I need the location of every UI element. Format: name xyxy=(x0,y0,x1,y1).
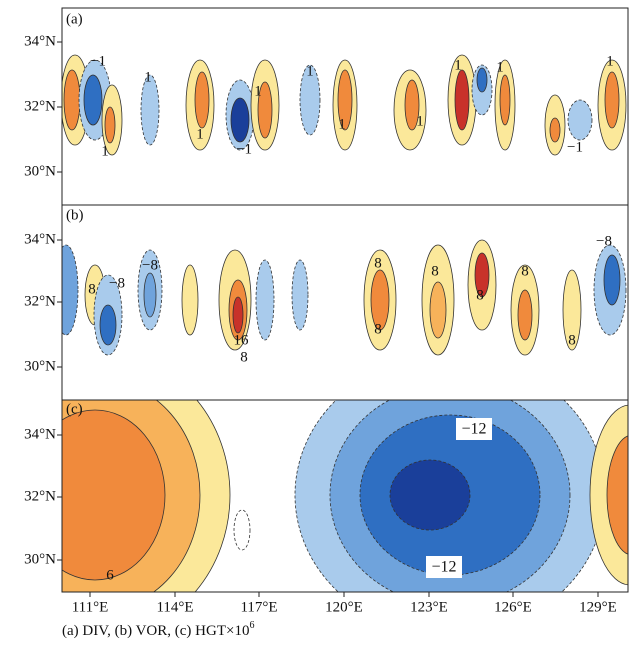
contour-label: −1 xyxy=(567,139,583,155)
contour-label: 8 xyxy=(431,263,439,279)
y-tick-label: 32°N xyxy=(24,98,56,114)
panel-label: (a) xyxy=(66,11,83,27)
contour-label: 1 xyxy=(416,113,424,129)
contour-label: 1 xyxy=(306,63,314,79)
panel-a-field xyxy=(61,8,628,205)
caption-superscript: 6 xyxy=(249,620,254,631)
contour-label: −12 xyxy=(461,421,486,438)
contour-label: 8 xyxy=(88,281,96,297)
contour-label: 8 xyxy=(476,287,484,303)
contour-label: 1 xyxy=(144,69,152,85)
caption-text: (a) DIV, (b) VOR, (c) HGT×10 xyxy=(62,623,249,639)
contour-label: 1 xyxy=(606,53,614,69)
panel-label: (b) xyxy=(66,207,84,223)
x-tick-label: 114°E xyxy=(156,599,193,615)
contour-label: −8 xyxy=(596,233,612,249)
y-tick-label: 34°N xyxy=(24,426,56,442)
contour-label: 1 xyxy=(454,57,462,73)
contour-label: 8 xyxy=(374,255,382,271)
contour-label: 1 xyxy=(496,59,504,75)
contour-label: −8 xyxy=(142,257,158,273)
contour-label: 8 xyxy=(568,332,576,348)
x-tick-label: 120°E xyxy=(325,599,363,615)
panel-label: (c) xyxy=(66,401,83,417)
y-tick-label: 34°N xyxy=(24,33,56,49)
x-tick-label: 126°E xyxy=(494,599,532,615)
x-tick-label: 117°E xyxy=(240,599,277,615)
caption: (a) DIV, (b) VOR, (c) HGT×106 xyxy=(62,620,254,639)
y-tick-label: 32°N xyxy=(24,293,56,309)
y-tick-label: 34°N xyxy=(24,231,56,247)
contour-label: 1 xyxy=(101,143,109,159)
contour-label: 1 xyxy=(196,126,204,142)
y-tick-label: 32°N xyxy=(24,488,56,504)
x-tick-label: 123°E xyxy=(410,599,448,615)
panel-c-field xyxy=(0,355,633,635)
contour-label: 1 xyxy=(254,83,262,99)
contour-label: 8 xyxy=(240,349,248,365)
contour-label: 6 xyxy=(106,567,114,583)
panel-b-field xyxy=(54,240,626,355)
contour-label: −12 xyxy=(431,559,456,576)
contour-label: 8 xyxy=(521,263,529,279)
contour-label: 1 xyxy=(338,116,346,132)
figure: (a) (b) (c) 34°N 32°N 30°N 34°N 32°N 30°… xyxy=(0,0,633,652)
y-tick-label: 30°N xyxy=(24,551,56,567)
contour-label: −1 xyxy=(236,141,252,157)
y-tick-label: 30°N xyxy=(24,163,56,179)
contour-label: −8 xyxy=(109,275,125,291)
contour-label: 16 xyxy=(234,332,250,348)
contour-label: 8 xyxy=(374,321,382,337)
x-tick-label: 129°E xyxy=(579,599,617,615)
y-tick-label: 30°N xyxy=(24,358,56,374)
x-tick-label: 111°E xyxy=(72,599,109,615)
contour-label: −1 xyxy=(90,53,106,69)
